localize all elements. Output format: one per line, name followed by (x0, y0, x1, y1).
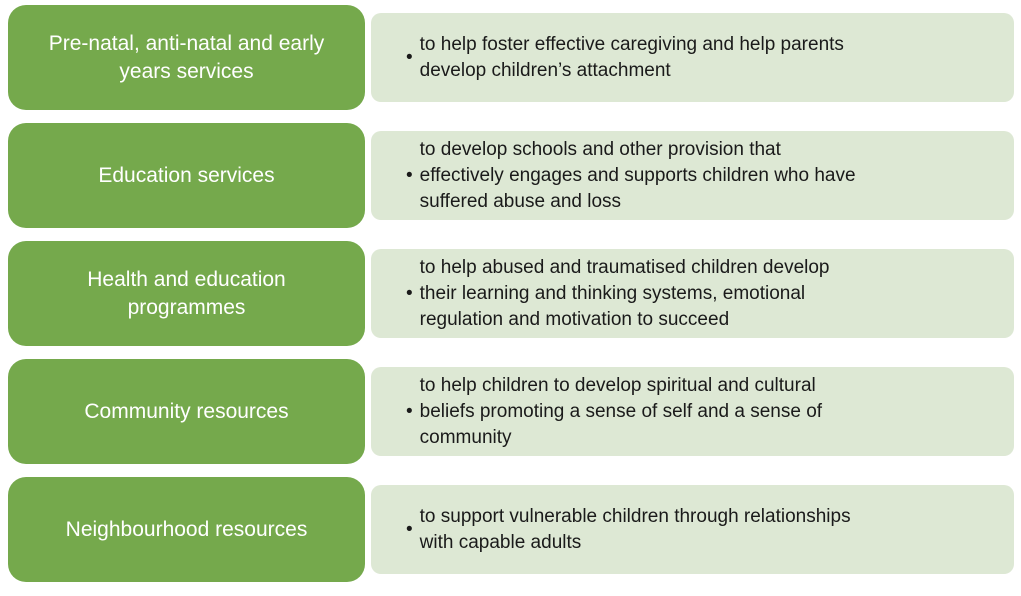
description-text: to help foster effective caregiving and … (419, 33, 844, 81)
bullet-icon: • (406, 164, 413, 186)
description-box: • to help children to develop spiritual … (371, 367, 1014, 456)
category-label: Neighbourhood resources (65, 517, 308, 541)
category-label: Education services (98, 163, 275, 187)
diagram-row: Education services • to develop schools … (8, 123, 1014, 228)
description-text: to support vulnerable children through r… (419, 505, 851, 553)
description-box: • to help foster effective caregiving an… (371, 13, 1014, 102)
category-box-community-resources: Community resources (8, 359, 365, 464)
diagram-row: Health and education programmes • to hel… (8, 241, 1014, 346)
bullet-icon: • (406, 518, 413, 540)
description-text: to help children to develop spiritual an… (419, 374, 823, 448)
category-box-neighbourhood-resources: Neighbourhood resources (8, 477, 365, 582)
diagram-row: Neighbourhood resources • to support vul… (8, 477, 1014, 582)
bullet-icon: • (406, 400, 413, 422)
category-label: Health and education programmes (87, 268, 286, 319)
category-box-health-education: Health and education programmes (8, 241, 365, 346)
category-box-prenatal: Pre-natal, anti-natal and early years se… (8, 5, 365, 110)
description-box: • to develop schools and other provision… (371, 131, 1014, 220)
diagram-row: Community resources • to help children t… (8, 359, 1014, 464)
bullet-icon: • (406, 282, 413, 304)
description-text: to help abused and traumatised children … (419, 256, 830, 330)
bullet-icon: • (406, 46, 413, 68)
category-label: Pre-natal, anti-natal and early years se… (48, 32, 325, 83)
description-text: to develop schools and other provision t… (419, 138, 856, 212)
category-box-education-services: Education services (8, 123, 365, 228)
description-box: • to support vulnerable children through… (371, 485, 1014, 574)
description-box: • to help abused and traumatised childre… (371, 249, 1014, 338)
category-label: Community resources (84, 399, 289, 423)
diagram-row: Pre-natal, anti-natal and early years se… (8, 5, 1014, 110)
